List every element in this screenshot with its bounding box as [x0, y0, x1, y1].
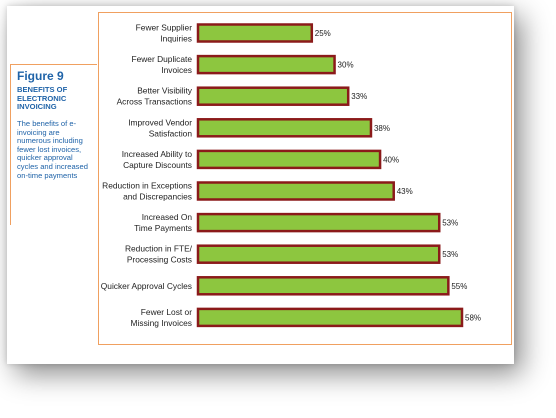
bar: [196, 54, 336, 75]
figure-heading: BENEFITS OF ELECTRONIC INVOICING: [17, 85, 68, 111]
bar: [196, 181, 395, 201]
bar: [196, 276, 450, 296]
figure-title: Figure 9: [17, 69, 64, 83]
value-label: 30%: [338, 61, 354, 70]
category-label: Increased Ability to Capture Discounts: [122, 149, 193, 170]
value-label: 25%: [315, 29, 331, 38]
category-label: Quicker Approval Cycles: [101, 281, 192, 291]
bar: [196, 307, 464, 328]
value-label: 40%: [383, 155, 399, 164]
value-label: 33%: [351, 92, 367, 101]
value-label: 58%: [465, 313, 481, 322]
category-label: Fewer Duplicate Invoices: [131, 54, 192, 75]
bar: [196, 149, 382, 170]
value-label: 53%: [442, 219, 458, 228]
figure-description: The benefits of e-invoicing are numerous…: [17, 119, 88, 180]
category-label: Reduction in FTE/Processing Costs: [125, 244, 193, 265]
chart-frame: [98, 12, 512, 345]
bar: [196, 118, 373, 138]
bar: [196, 86, 350, 106]
value-label: 38%: [374, 124, 390, 133]
bar: [196, 23, 314, 43]
category-label: Reduction in Exceptions and Discrepancies: [102, 181, 192, 202]
value-label: 43%: [397, 187, 413, 196]
category-label: Better Visibility Across Transactions: [117, 86, 193, 107]
category-label: Increased On Time Payments: [134, 212, 192, 233]
figure-sidebar: [10, 64, 97, 225]
category-label: Fewer Lost or Missing Invoices: [131, 307, 193, 328]
category-label: Fewer Supplier Inquiries: [136, 23, 193, 44]
value-label: 53%: [442, 250, 458, 259]
bar: [196, 212, 441, 233]
category-label: Improved Vendor Satisfaction: [128, 117, 192, 138]
bar: [196, 244, 441, 264]
value-label: 55%: [451, 282, 467, 291]
